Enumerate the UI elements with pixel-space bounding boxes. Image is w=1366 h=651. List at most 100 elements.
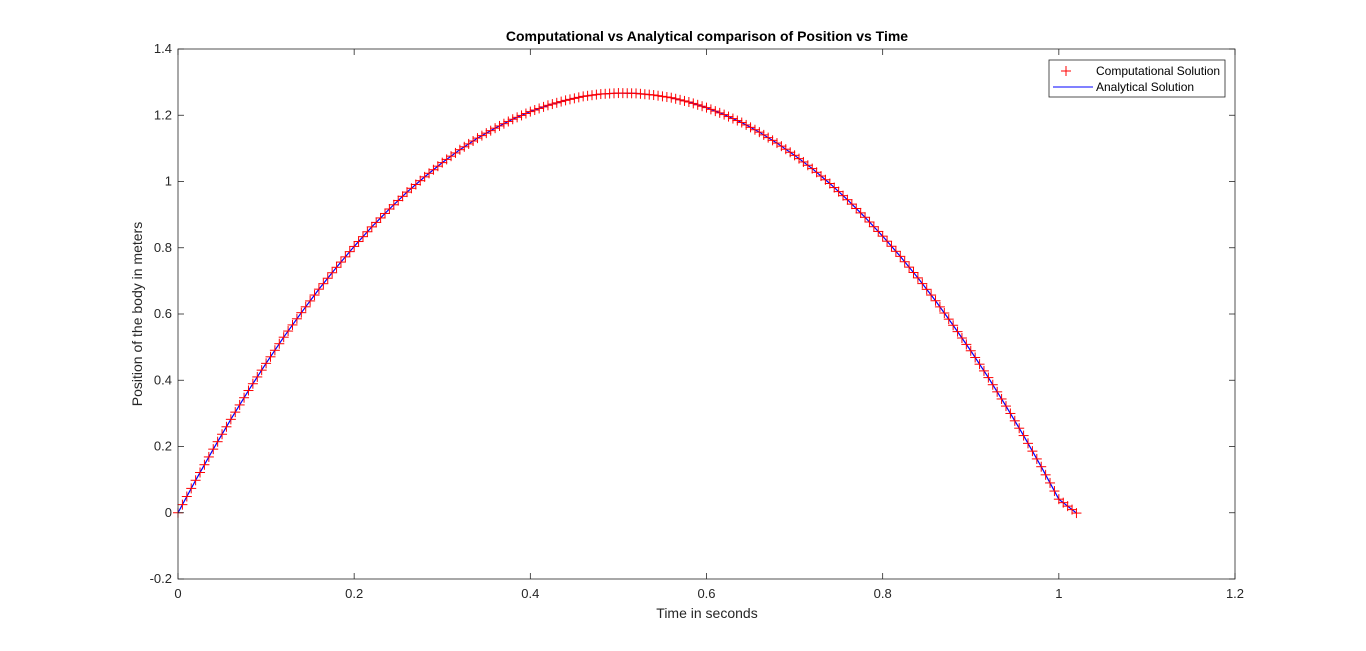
data-point — [208, 444, 219, 455]
data-point-trail — [371, 217, 382, 228]
data-point — [349, 241, 360, 252]
x-tick-label: 0.6 — [697, 586, 715, 601]
data-point-trail — [318, 278, 329, 289]
data-point — [384, 203, 395, 214]
data-point — [948, 320, 959, 331]
data-point-trail — [1005, 408, 1016, 419]
data-point-trail — [864, 216, 875, 227]
data-point-trail — [1009, 415, 1020, 426]
data-point — [560, 95, 571, 106]
legend-label-analytical: Analytical Solution — [1096, 80, 1194, 94]
data-point — [860, 212, 871, 223]
data-point-trail — [181, 491, 192, 502]
data-point-trail — [670, 93, 681, 104]
legend-box — [1048, 59, 1226, 98]
data-point-trail — [230, 407, 241, 418]
y-tick-label: 0.8 — [154, 240, 172, 255]
data-point-trail — [904, 262, 915, 273]
x-tick-label: 0 — [174, 586, 181, 601]
data-point-trail — [375, 212, 386, 223]
data-point-trail — [203, 451, 214, 462]
data-point — [648, 90, 659, 101]
data-point — [701, 102, 712, 113]
data-point-trail — [926, 290, 937, 301]
data-point-trail — [534, 103, 545, 114]
data-point-trail — [353, 236, 364, 247]
data-point-trail — [992, 386, 1003, 397]
data-point-trail — [943, 314, 954, 325]
data-point-trail — [657, 91, 668, 102]
data-point-trail — [177, 499, 188, 510]
data-point-trail — [899, 256, 910, 267]
data-point-trail — [305, 295, 316, 306]
data-point-trail — [745, 122, 756, 133]
data-point-trail — [503, 116, 514, 127]
chart-title: Computational vs Analytical comparison o… — [506, 28, 908, 44]
data-point-trail — [547, 99, 558, 110]
data-point-trail — [388, 199, 399, 210]
data-point-trail — [851, 203, 862, 214]
data-point-trail — [833, 186, 844, 197]
data-point — [225, 414, 236, 425]
data-point — [895, 251, 906, 262]
data-point-trail — [961, 339, 972, 350]
plot-area — [173, 88, 1082, 519]
data-point-trail — [234, 399, 245, 410]
data-point-trail — [675, 94, 686, 105]
data-point — [965, 345, 976, 356]
data-point-trail — [838, 190, 849, 201]
data-point-trail — [186, 483, 197, 494]
data-point-trail — [890, 246, 901, 257]
data-point-trail — [705, 104, 716, 115]
data-point-trail — [908, 267, 919, 278]
data-point — [313, 284, 324, 295]
data-point-trail — [362, 226, 373, 237]
data-point — [525, 106, 536, 117]
data-point-trail — [538, 101, 549, 112]
data-point-trail — [335, 257, 346, 268]
data-point-trail — [1023, 438, 1034, 449]
y-tick-label: 0.4 — [154, 372, 172, 387]
data-point-trail — [397, 191, 408, 202]
data-point — [331, 262, 342, 273]
data-point-trail — [763, 132, 774, 143]
x-tick-label: 1 — [1055, 586, 1062, 601]
data-point-trail — [520, 108, 531, 119]
data-point — [278, 332, 289, 343]
data-point-trail — [573, 92, 584, 103]
y-tick-label: 0 — [165, 505, 172, 520]
data-point-trail — [741, 119, 752, 130]
data-point-trail — [291, 313, 302, 324]
data-point-trail — [727, 113, 738, 124]
data-point-trail — [758, 129, 769, 140]
data-point — [912, 272, 923, 283]
data-point-trail — [970, 352, 981, 363]
data-point-trail — [987, 379, 998, 390]
data-point-trail — [996, 393, 1007, 404]
data-point-trail — [978, 365, 989, 376]
data-point — [930, 295, 941, 306]
data-point — [736, 117, 747, 128]
series-markers-computational — [173, 88, 1082, 519]
axes: 0 0.2 0.4 0.6 0.8 1 1.2-0.200.20.40.60.811.21.… — [150, 41, 1244, 601]
x-tick-label: 1.2 — [1226, 586, 1244, 601]
y-tick-label: 1.4 — [154, 41, 172, 56]
data-point-trail — [357, 231, 368, 242]
data-point-trail — [283, 326, 294, 337]
data-point-trail — [939, 308, 950, 319]
data-point-trail — [723, 111, 734, 122]
data-point — [507, 114, 518, 125]
data-point-trail — [591, 89, 602, 100]
x-tick-label: 0.2 — [345, 586, 363, 601]
data-point-trail — [195, 467, 206, 478]
data-point — [296, 307, 307, 318]
data-point-trail — [1045, 477, 1056, 488]
data-point — [1036, 461, 1047, 472]
data-point-trail — [1031, 453, 1042, 464]
data-point-trail — [256, 365, 267, 376]
data-point-trail — [921, 284, 932, 295]
data-point-trail — [688, 98, 699, 109]
